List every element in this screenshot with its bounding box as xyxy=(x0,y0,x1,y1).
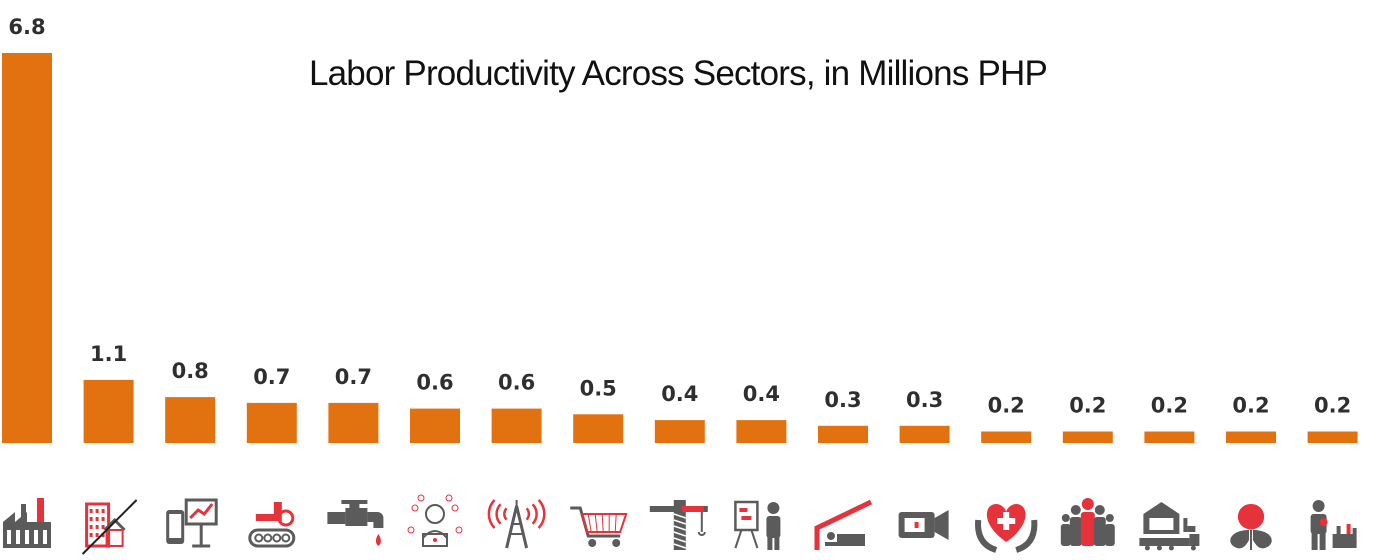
bar xyxy=(491,408,542,443)
bar xyxy=(2,53,52,443)
bar xyxy=(1062,431,1113,443)
finance-dashboard-icon xyxy=(166,498,218,548)
communication-tower-icon xyxy=(487,499,546,549)
bar-value-label: 0.5 xyxy=(580,376,617,400)
bar xyxy=(1307,431,1358,443)
bars-group xyxy=(2,53,1358,443)
bar xyxy=(981,431,1032,443)
water-faucet-icon xyxy=(327,500,384,546)
bar-value-label: 0.2 xyxy=(1314,394,1351,418)
health-heart-hands-icon xyxy=(975,504,1038,553)
agriculture-fishing-icon xyxy=(1230,504,1272,550)
video-camera-icon xyxy=(898,510,949,540)
bar-value-label: 0.4 xyxy=(661,382,698,406)
bar-value-label: 0.8 xyxy=(172,359,209,383)
bar xyxy=(165,397,216,443)
factory-icon xyxy=(3,498,51,548)
bar-value-label: 0.7 xyxy=(335,365,372,389)
sector-icons-group xyxy=(3,494,1357,555)
warehouse-truck-icon xyxy=(1139,502,1200,551)
bar-value-label: 6.8 xyxy=(8,15,45,39)
bar xyxy=(328,402,379,443)
bar-value-label: 0.6 xyxy=(416,371,453,395)
bar xyxy=(818,425,868,443)
bar xyxy=(1144,431,1195,443)
bar-value-label: 0.7 xyxy=(253,365,290,389)
bar xyxy=(573,414,624,443)
bar xyxy=(83,379,134,443)
shopping-cart-icon xyxy=(570,506,628,547)
bar-value-label: 0.3 xyxy=(906,388,943,412)
bar-value-label: 0.2 xyxy=(1069,394,1106,418)
bar xyxy=(899,425,950,443)
bar xyxy=(1226,431,1276,443)
bar-value-label: 0.2 xyxy=(1232,394,1269,418)
construction-crane-icon xyxy=(649,500,708,550)
conveyor-machinery-icon xyxy=(248,502,296,548)
accommodation-bed-icon xyxy=(814,499,873,550)
buildings-house-icon xyxy=(81,499,138,555)
chart-title: Labor Productivity Across Sectors, in Mi… xyxy=(309,54,1047,93)
people-group-icon xyxy=(1060,498,1115,546)
bar-value-label: 1.1 xyxy=(90,342,127,366)
bar xyxy=(410,408,460,443)
bar-value-label: 0.2 xyxy=(1151,394,1188,418)
bar-value-label: 0.3 xyxy=(824,388,861,412)
repair-worker-icon xyxy=(1310,500,1357,550)
presenter-board-icon xyxy=(734,500,781,550)
bar-value-label: 0.4 xyxy=(743,382,780,406)
bar xyxy=(736,420,787,443)
value-labels-group: 6.8 1.1 0.8 0.7 0.7 0.6 0.6 0.5 0.4 0.4 0.3 0.3 0.2 0… xyxy=(8,15,1351,418)
bar-value-label: 0.6 xyxy=(498,371,535,395)
bar xyxy=(246,402,297,443)
bar-value-label: 0.2 xyxy=(988,394,1025,418)
person-laptop-icon xyxy=(407,494,463,547)
bar xyxy=(654,420,705,443)
